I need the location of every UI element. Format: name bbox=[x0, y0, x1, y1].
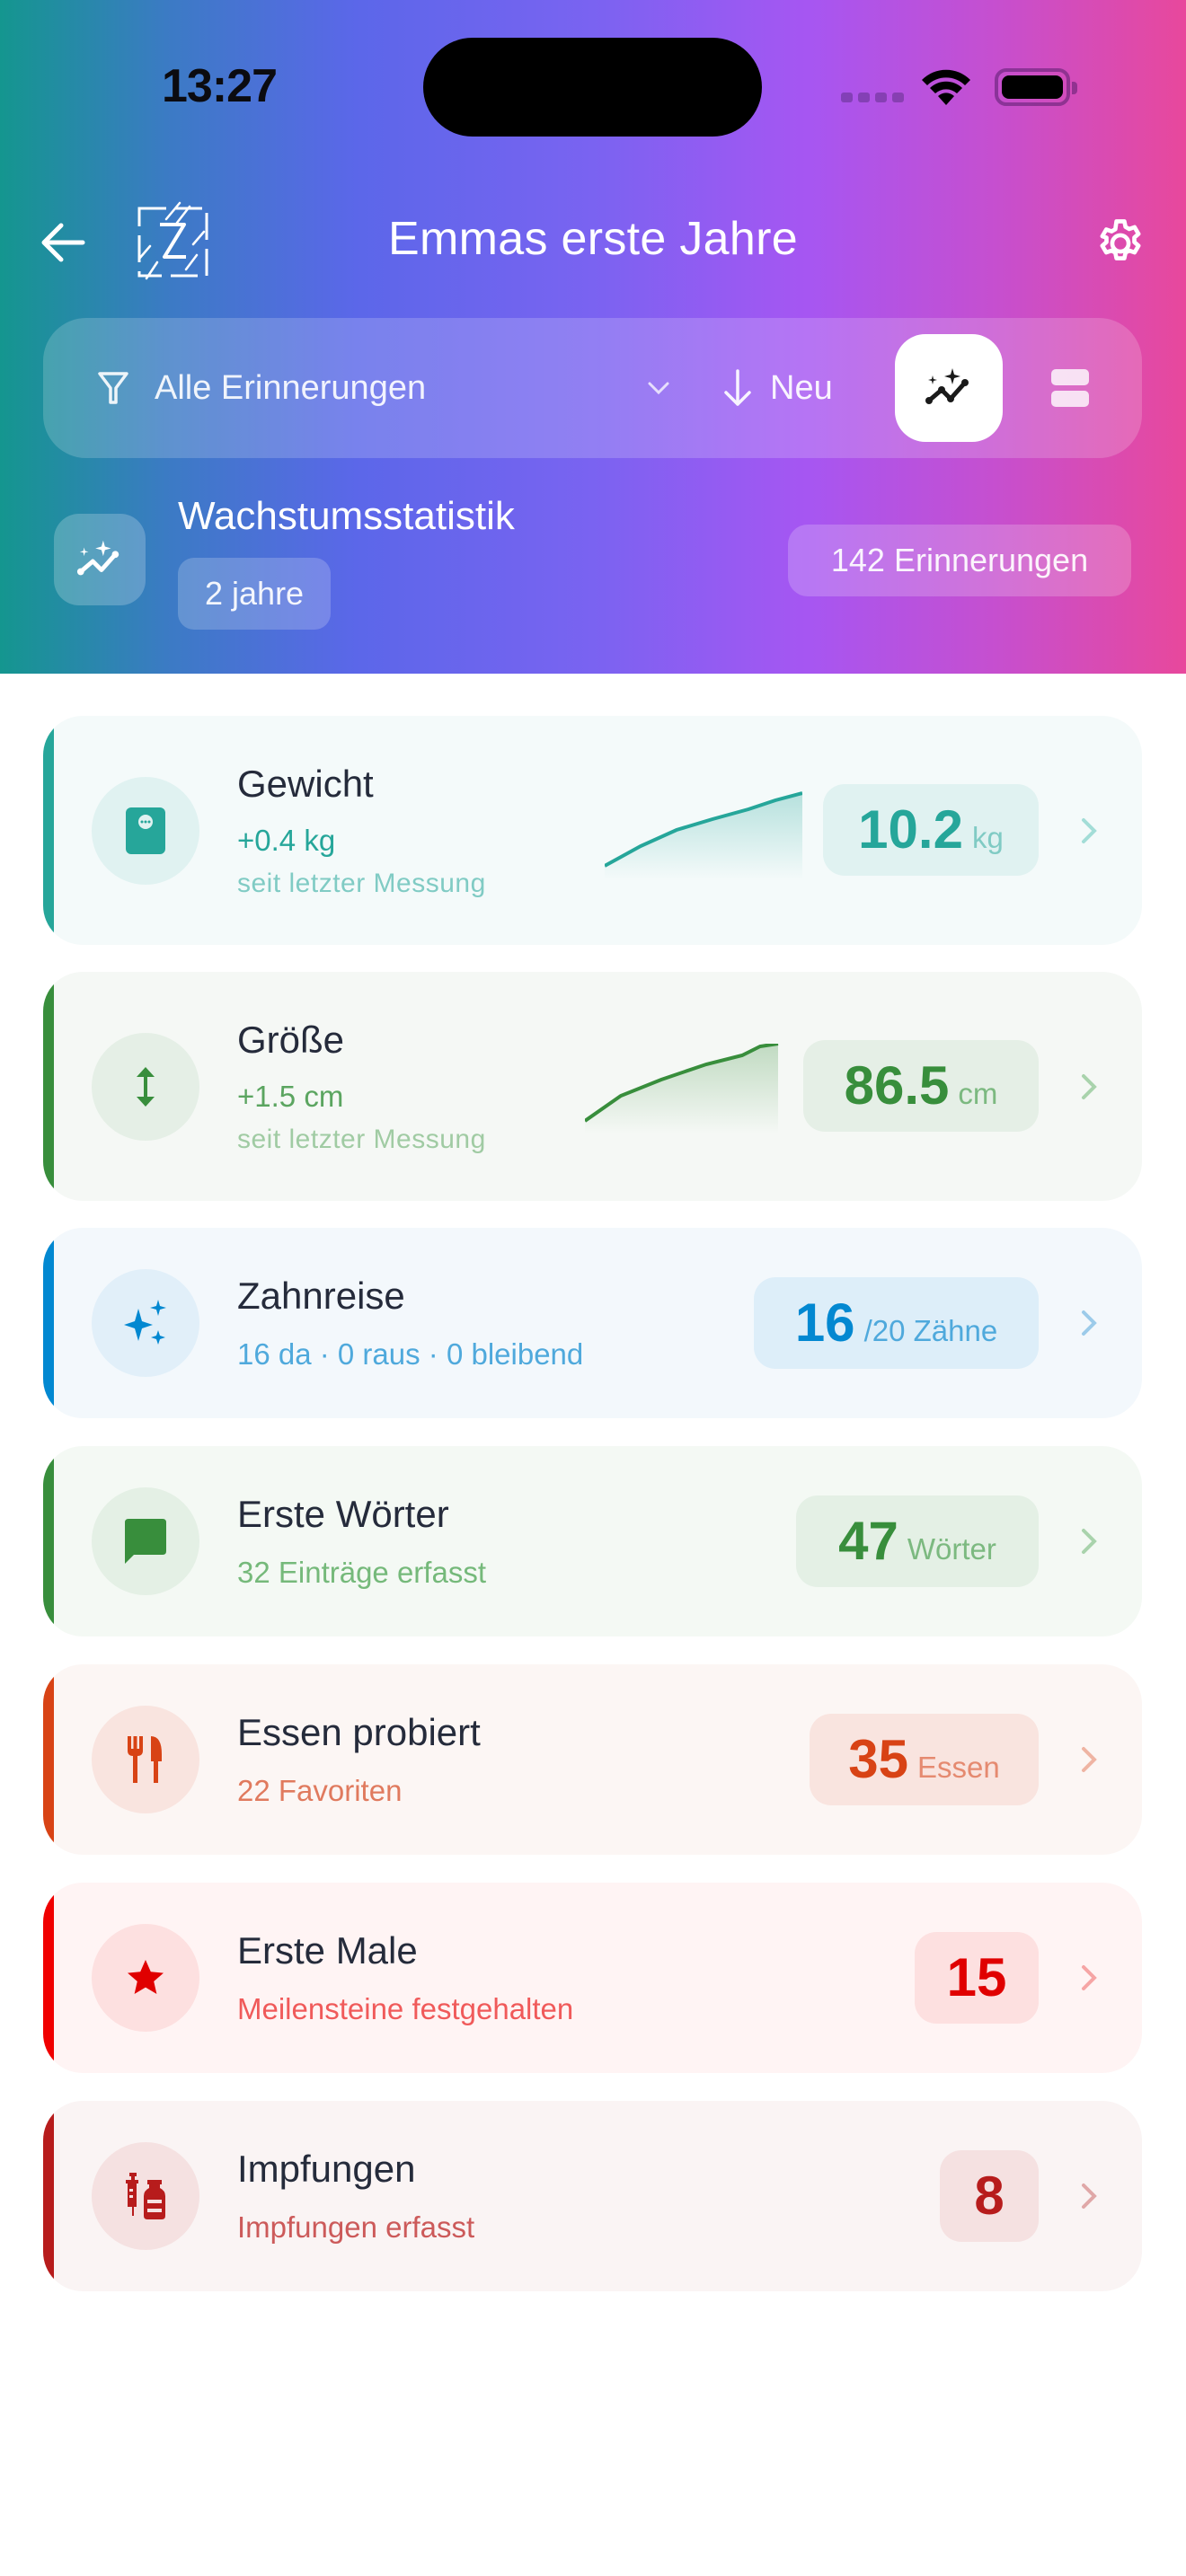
filter-dropdown[interactable]: Alle Erinnerungen bbox=[97, 318, 690, 458]
view-toggle-list[interactable] bbox=[1043, 361, 1097, 415]
hero-header: 13:27 Emmas erste Jahre Alle Erinnerunge… bbox=[0, 0, 1186, 674]
chevron-right-icon bbox=[1082, 2183, 1097, 2209]
chevron-right-icon bbox=[1082, 818, 1097, 843]
value-box: 47 Wörter bbox=[796, 1495, 1039, 1587]
z-logo-icon[interactable] bbox=[130, 199, 216, 285]
card-value: 15 bbox=[946, 1947, 1007, 2007]
view-toggle-stats[interactable] bbox=[895, 334, 1003, 442]
stat-card-words[interactable]: Erste Wörter 32 Einträge erfasst 47 Wört… bbox=[43, 1446, 1142, 1636]
card-value: 47 bbox=[838, 1511, 898, 1571]
vertical-arrows-icon bbox=[137, 1067, 155, 1107]
card-caption: Meilensteine festgehalten bbox=[237, 1992, 574, 2025]
value-box: 10.2 kg bbox=[823, 784, 1039, 876]
card-caption: 32 Einträge erfasst bbox=[237, 1556, 486, 1589]
chevron-right-icon bbox=[1082, 1310, 1097, 1336]
weight-sparkline bbox=[605, 791, 802, 879]
wifi-icon bbox=[922, 69, 970, 105]
chevron-down-icon bbox=[648, 382, 669, 395]
sort-button[interactable]: Neu bbox=[721, 318, 833, 458]
chevron-right-icon bbox=[1082, 1074, 1097, 1099]
value-box: 35 Essen bbox=[810, 1714, 1039, 1805]
card-title: Erste Male bbox=[237, 1929, 418, 1972]
card-caption: Impfungen erfasst bbox=[237, 2210, 475, 2244]
stat-card-height[interactable]: Größe +1.5 cm seit letzter Messung 86.5 … bbox=[43, 972, 1142, 1201]
sparkle-chart-icon bbox=[925, 368, 969, 404]
card-title: Essen probiert bbox=[237, 1711, 481, 1753]
stats-header-icon bbox=[54, 514, 146, 605]
chevron-right-icon bbox=[1082, 1965, 1097, 1990]
card-change: +0.4 kg bbox=[237, 824, 336, 857]
scale-icon bbox=[126, 807, 165, 854]
fork-knife-icon bbox=[128, 1736, 162, 1783]
list-view-icon bbox=[1051, 369, 1089, 385]
card-unit: Essen bbox=[917, 1751, 1000, 1784]
card-caption: seit letzter Messung bbox=[237, 869, 486, 898]
card-unit: cm bbox=[958, 1077, 998, 1110]
arrow-down-icon bbox=[724, 369, 751, 406]
memories-count-badge: 142 Erinnerungen bbox=[788, 525, 1131, 596]
dynamic-island bbox=[423, 38, 762, 137]
filter-icon bbox=[98, 372, 128, 404]
card-value: 86.5 bbox=[844, 1055, 950, 1116]
card-title: Größe bbox=[237, 1019, 345, 1061]
value-box: 86.5 cm bbox=[803, 1040, 1039, 1132]
card-unit: kg bbox=[971, 821, 1004, 854]
sort-label: Neu bbox=[770, 368, 833, 407]
height-sparkline bbox=[585, 1044, 779, 1134]
status-time: 13:27 bbox=[162, 60, 278, 112]
value-box: 8 bbox=[940, 2150, 1039, 2242]
stat-card-weight[interactable]: Gewicht +0.4 kg seit letzter Messung 10.… bbox=[43, 716, 1142, 945]
card-title: Zahnreise bbox=[237, 1275, 405, 1317]
back-button[interactable] bbox=[36, 216, 90, 269]
value-box: 16 /20 Zähne bbox=[754, 1277, 1039, 1369]
filter-label: Alle Erinnerungen bbox=[155, 368, 427, 407]
card-value: 16 bbox=[794, 1292, 855, 1353]
sparkles-icon bbox=[124, 1300, 166, 1345]
stat-card-vaccines[interactable]: Impfungen Impfungen erfasst 8 bbox=[43, 2101, 1142, 2291]
value-box: 15 bbox=[915, 1932, 1039, 2024]
chevron-right-icon bbox=[1082, 1529, 1097, 1554]
settings-button[interactable] bbox=[1089, 212, 1152, 275]
card-change: +1.5 cm bbox=[237, 1080, 344, 1113]
filter-toolbar: Alle Erinnerungen Neu bbox=[43, 318, 1142, 458]
age-badge: 2 jahre bbox=[178, 558, 332, 630]
card-value: 10.2 bbox=[858, 799, 963, 860]
arrow-left-icon bbox=[41, 223, 85, 262]
card-title: Gewicht bbox=[237, 763, 374, 805]
card-value: 8 bbox=[974, 2166, 1005, 2226]
stat-card-teeth[interactable]: Zahnreise 16 da · 0 raus · 0 bleibend 16… bbox=[43, 1228, 1142, 1418]
chevron-right-icon bbox=[1082, 1747, 1097, 1772]
card-caption: 16 da · 0 raus · 0 bleibend bbox=[237, 1337, 584, 1371]
card-caption: 22 Favoriten bbox=[237, 1774, 403, 1807]
gear-icon bbox=[1100, 219, 1141, 260]
stat-card-food[interactable]: Essen probiert 22 Favoriten 35 Essen bbox=[43, 1664, 1142, 1855]
card-unit: Wörter bbox=[907, 1532, 996, 1566]
card-value: 35 bbox=[848, 1729, 909, 1789]
card-caption: seit letzter Messung bbox=[237, 1125, 486, 1154]
battery-icon bbox=[995, 68, 1077, 106]
sparkle-chart-icon bbox=[76, 540, 119, 576]
star-icon bbox=[128, 1960, 164, 1994]
syringe-vial-icon bbox=[126, 2173, 165, 2219]
card-unit: /20 Zähne bbox=[863, 1314, 998, 1347]
stats-title: Wachstumsstatistik bbox=[178, 494, 515, 538]
card-title: Impfungen bbox=[237, 2148, 416, 2190]
cellular-signal-icon bbox=[841, 93, 904, 102]
speech-bubble-icon bbox=[125, 1519, 166, 1564]
card-title: Erste Wörter bbox=[237, 1493, 449, 1535]
stat-card-firsts[interactable]: Erste Male Meilensteine festgehalten 15 bbox=[43, 1883, 1142, 2073]
